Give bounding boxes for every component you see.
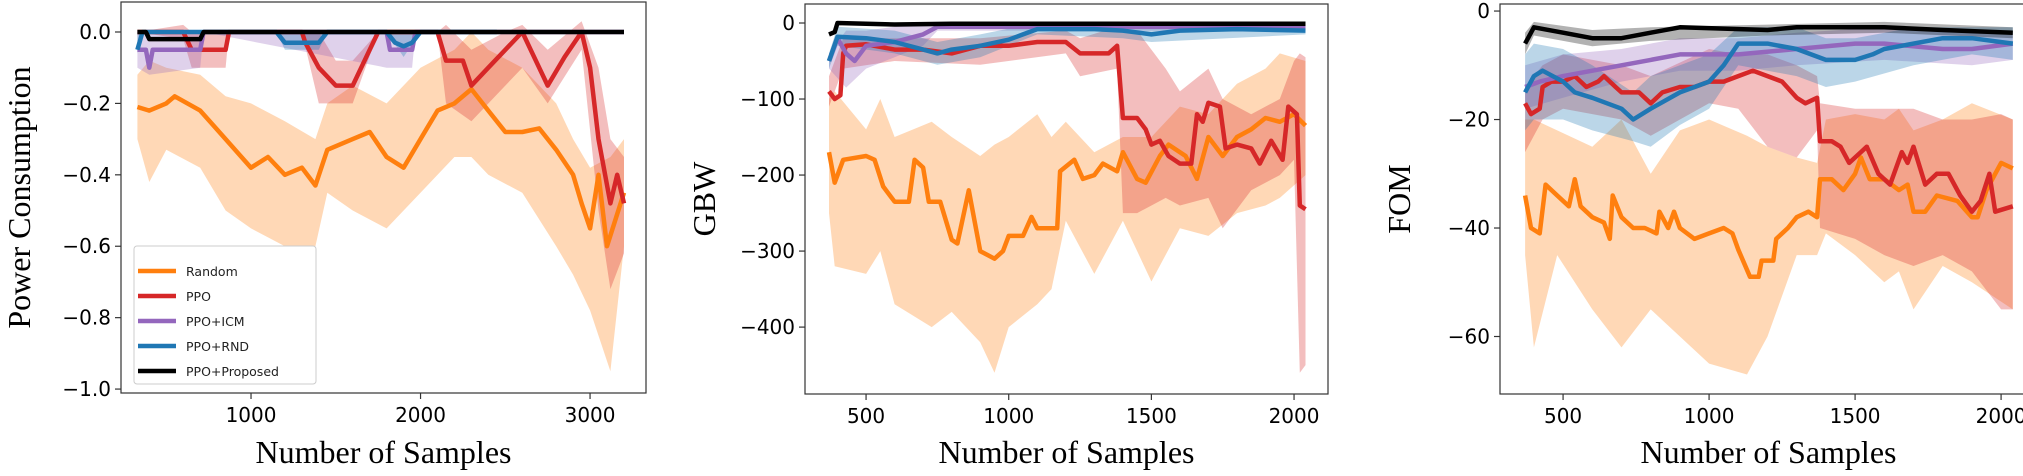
x-tick-label: 1000 [1684, 404, 1735, 428]
legend-label: PPO+Proposed [186, 364, 279, 379]
plot-area [826, 20, 1308, 373]
y-tick-label: −0.8 [62, 306, 111, 330]
subplot-3: 500 1000 1500 2000 0 −20 −40 −60 Number of Sampl… [1381, 0, 2023, 470]
y-tick-label: −20 [1448, 108, 1490, 132]
axes-frame [120, 1, 647, 394]
y-tick-label: −0.2 [62, 91, 111, 115]
legend-label: PPO+RND [186, 339, 249, 354]
series-line-ppo-proposed [137, 29, 624, 42]
band-ppo-icm [137, 32, 624, 75]
x-tick-label: 500 [847, 404, 885, 428]
y-tick-label: 0 [782, 11, 795, 35]
x-tick-label: 1500 [1830, 404, 1881, 428]
band-ppo [137, 21, 624, 290]
axes-frame [1499, 3, 2023, 395]
x-tick-label: 2000 [1269, 404, 1320, 428]
legend: Random PPO PPO+ICM PPO+RND PPO+Proposed [133, 245, 317, 385]
y-tick-label: 0 [1477, 0, 1490, 23]
y-axis-label: GBW [686, 161, 722, 236]
band-random [137, 32, 624, 372]
x-tick-label: 2000 [395, 403, 446, 427]
legend-frame [133, 245, 317, 385]
legend-label: Random [186, 264, 238, 279]
x-axis-label: Number of Samples [1641, 434, 1897, 470]
band-ppo [829, 26, 1306, 373]
series-line-ppo-icm [1524, 41, 2014, 90]
y-tick-label: −0.6 [62, 234, 111, 258]
plot-area [1522, 21, 2014, 375]
y-tick-label: −0.4 [62, 163, 111, 187]
y-axis-label: FOM [1381, 164, 1417, 233]
series-line-random [826, 111, 1308, 261]
series-line-ppo-rnd [826, 26, 1306, 62]
x-tick-label: 1500 [1126, 404, 1177, 428]
x-tick-label: 3000 [565, 403, 616, 427]
subplot-1: 1000 2000 3000 0.0 −0.2 −0.4 −0.6 −0.8 −1.0 Numbe… [1, 1, 647, 470]
band-ppo-proposed [1525, 21, 2013, 55]
series-line-ppo [1523, 68, 2014, 214]
band-ppo-rnd [1525, 27, 2013, 147]
y-tick-label: 0.0 [79, 20, 111, 44]
x-axis-label: Number of Samples [256, 434, 512, 470]
series-line-ppo-icm [826, 24, 1306, 64]
series-line-random [136, 86, 627, 249]
x-tick-label: 2000 [1976, 404, 2023, 428]
y-tick-label: −100 [740, 87, 795, 111]
y-tick-label: −1.0 [62, 377, 111, 401]
y-tick-label: −40 [1448, 216, 1490, 240]
subplot-2: 500 1000 1500 2000 0 −100 −200 −300 −400 Number o… [686, 3, 1329, 470]
x-tick-label: 1000 [226, 403, 277, 427]
x-tick-label: 500 [1544, 404, 1582, 428]
x-axis-label: Number of Samples [939, 434, 1195, 470]
band-random [1525, 103, 2013, 375]
band-random [829, 53, 1306, 373]
y-tick-label: −60 [1448, 325, 1490, 349]
series-line-ppo-rnd [1523, 35, 2014, 122]
y-tick-label: −400 [740, 315, 795, 339]
y-tick-label: −200 [740, 163, 795, 187]
series-line-ppo [827, 39, 1307, 212]
series-line-ppo-proposed [1523, 25, 2013, 45]
legend-label: PPO [186, 289, 211, 304]
axes-frame [804, 3, 1329, 395]
legend-label: PPO+ICM [186, 314, 245, 329]
plot-area [135, 21, 627, 372]
band-ppo-rnd [829, 23, 1306, 69]
y-axis-label: Power Consumption [1, 66, 37, 328]
series-line-ppo-proposed [828, 20, 1306, 37]
series-line-random [1522, 155, 2014, 280]
x-tick-label: 1000 [983, 404, 1034, 428]
y-tick-label: −300 [740, 239, 795, 263]
band-ppo [1525, 49, 2013, 310]
